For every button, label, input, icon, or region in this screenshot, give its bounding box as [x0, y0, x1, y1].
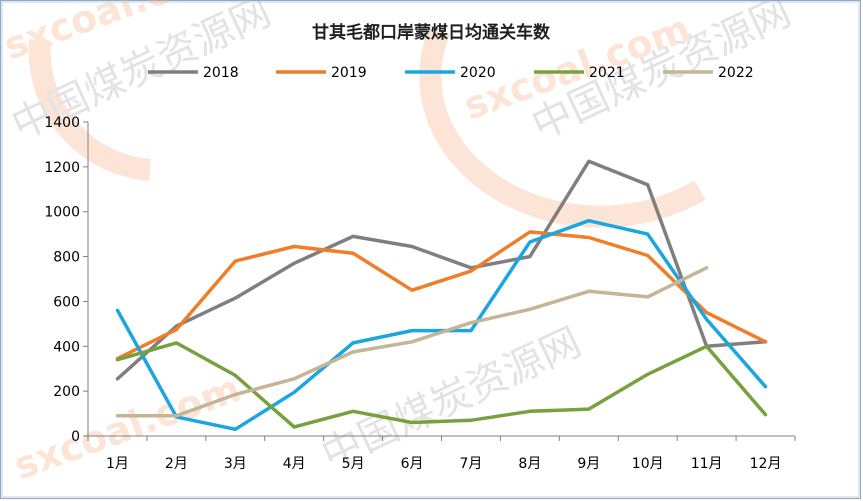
x-tick-label: 11月: [691, 456, 723, 472]
x-tick-label: 9月: [577, 456, 600, 472]
y-tick-label: 800: [53, 250, 80, 266]
x-tick-label: 1月: [106, 456, 129, 472]
series-line-2018: [115, 159, 768, 381]
chart-title: 甘其毛都口岸蒙煤日均通关车数: [312, 22, 551, 43]
x-tick-label: 8月: [518, 456, 541, 472]
series-line-2022: [115, 266, 709, 418]
x-tick-label: 10月: [632, 456, 664, 472]
y-tick-label: 600: [53, 294, 80, 310]
series-lines: [115, 159, 768, 432]
y-tick-label: 400: [53, 339, 80, 355]
y-tick-label: 200: [53, 384, 80, 400]
axes: 0 200 400 600 800 1000 1200 1400 1月 2月 3月 4月 5月 6月 7月 8…: [44, 115, 796, 472]
legend-label-2020: 2020: [460, 65, 496, 81]
watermark-logo-arc-left: [28, 39, 152, 181]
legend-label-2022: 2022: [718, 65, 754, 81]
y-tick-label: 0: [71, 429, 80, 445]
x-tick-label: 3月: [224, 456, 247, 472]
legend-label-2018: 2018: [203, 65, 239, 81]
x-tick-label: 7月: [459, 456, 482, 472]
legend-label-2021: 2021: [589, 65, 625, 81]
legend: 2018 2019 2020 2021 2022: [148, 65, 754, 81]
y-tick-label: 1000: [44, 205, 80, 221]
watermark-logo-arc-right: [419, 25, 706, 228]
x-tick-label: 4月: [283, 456, 306, 472]
x-tick-label: 2月: [165, 456, 188, 472]
y-tick-label: 1200: [44, 160, 80, 176]
legend-label-2019: 2019: [331, 65, 367, 81]
x-tick-label: 6月: [401, 456, 424, 472]
x-tick-label: 12月: [750, 456, 782, 472]
series-line-2021: [115, 341, 768, 429]
series-line-2019: [115, 230, 768, 361]
y-tick-label: 1400: [44, 115, 80, 131]
x-tick-label: 5月: [342, 456, 365, 472]
